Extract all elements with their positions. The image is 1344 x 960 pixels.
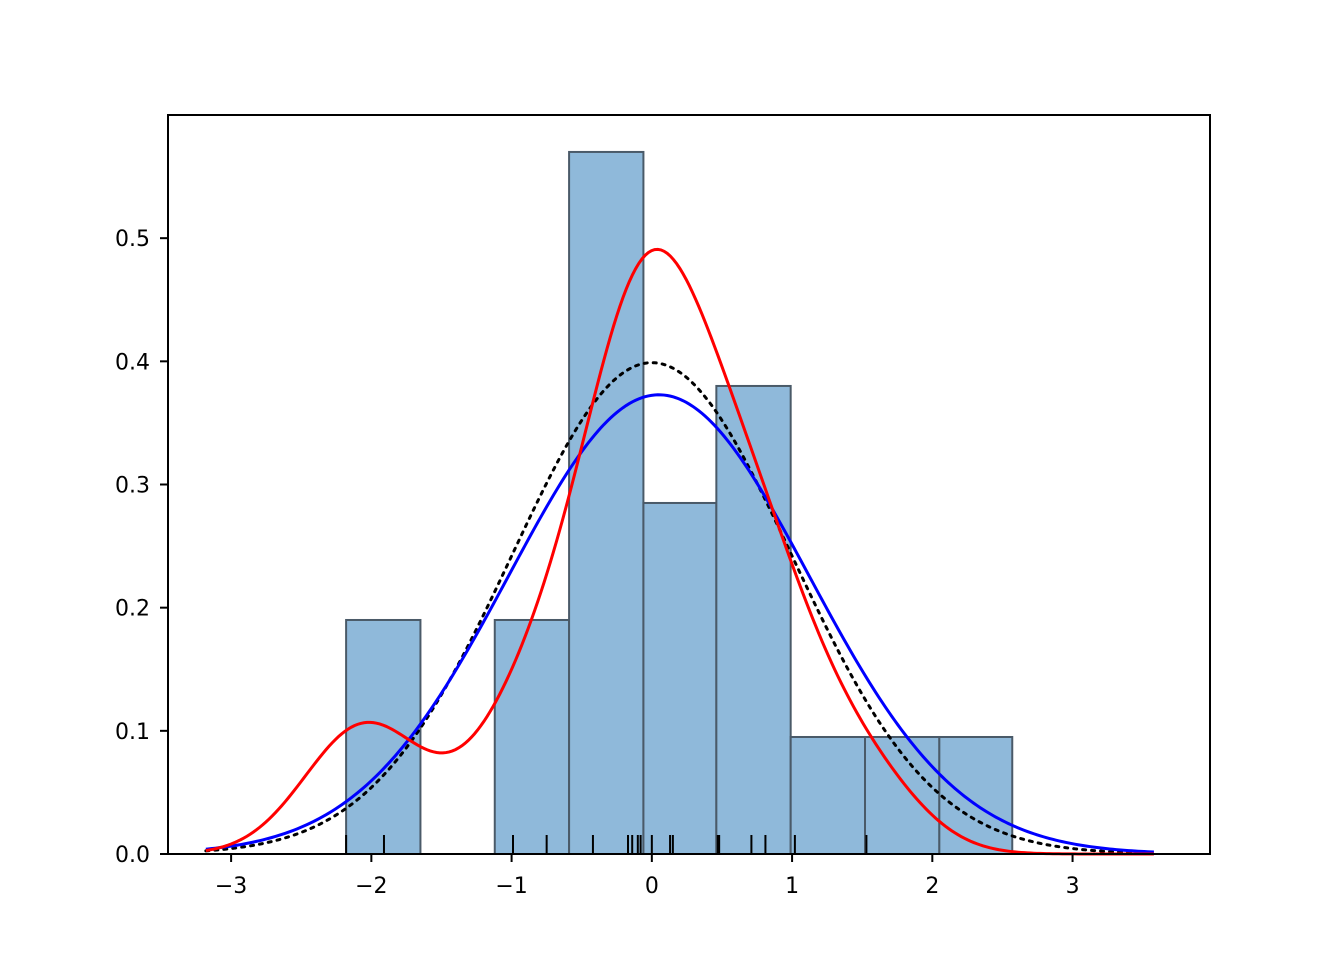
x-axis: −3 −2 −1 0 1 2 3 [215,854,1080,899]
y-tick-label: 0.2 [115,597,150,622]
density-curves [204,247,1156,856]
y-tick-label: 0.0 [115,843,150,868]
y-tick-label: 0.5 [115,227,150,252]
x-tick-label: 1 [785,874,799,899]
normal-fit-curve [205,393,1154,854]
normal-pdf-curve [204,361,1156,855]
histogram-bar [345,618,422,855]
x-tick-label: 2 [925,874,939,899]
histogram-bar [789,735,867,855]
histogram-bar [864,735,941,855]
y-tick-label: 0.1 [115,720,150,745]
y-tick-label: 0.4 [115,350,150,375]
x-tick-label: −3 [215,874,247,899]
x-tick-label: −1 [495,874,527,899]
histogram-bar [493,618,571,855]
x-tick-label: 0 [645,874,659,899]
rug-marks [345,835,868,854]
kde-curve [205,247,1154,856]
x-tick-label: 3 [1066,874,1080,899]
y-axis: 0.0 0.1 0.2 0.3 0.4 0.5 [115,227,168,868]
histogram-bar [568,150,645,855]
histogram-bar [938,735,1014,855]
x-tick-label: −2 [355,874,387,899]
y-tick-label: 0.3 [115,474,150,499]
histogram-bars [345,150,1014,855]
histogram-bar [642,501,718,855]
